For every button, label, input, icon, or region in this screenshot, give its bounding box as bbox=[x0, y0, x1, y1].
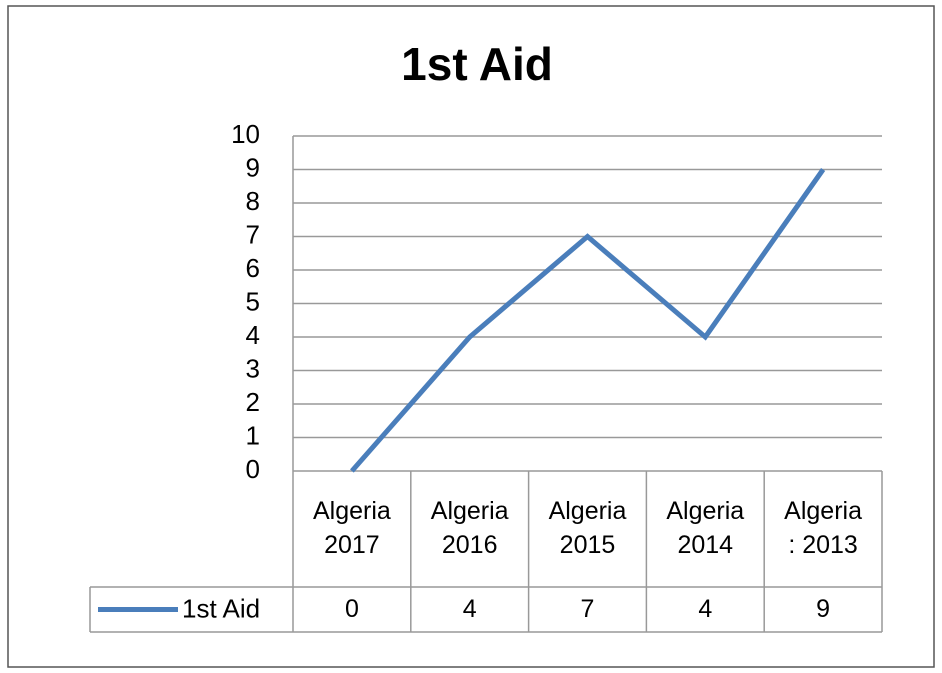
y-tick-label: 1 bbox=[246, 420, 260, 450]
x-tick-label: Algeria 2014 bbox=[646, 471, 764, 587]
chart-title: 1st Aid bbox=[401, 38, 553, 90]
table-value-text: 4 bbox=[698, 594, 713, 623]
y-tick-label: 8 bbox=[246, 186, 260, 216]
table-value-text: 7 bbox=[580, 594, 595, 623]
y-tick-label: 7 bbox=[246, 219, 260, 249]
x-tick-label-text: Algeria : 2013 bbox=[784, 497, 862, 559]
x-tick-label: Algeria : 2013 bbox=[764, 471, 882, 587]
y-tick-label: 10 bbox=[231, 119, 260, 149]
table-value: 0 bbox=[293, 587, 411, 632]
y-tick-label: 6 bbox=[246, 253, 260, 283]
y-tick-label: 3 bbox=[246, 353, 260, 383]
data-line bbox=[350, 168, 826, 473]
table-value: 9 bbox=[764, 587, 882, 632]
table-value: 4 bbox=[411, 587, 529, 632]
x-tick-label-text: Algeria 2017 bbox=[312, 497, 391, 559]
x-tick-label: Algeria 2017 bbox=[293, 471, 411, 587]
x-tick-label-text: Algeria 2016 bbox=[430, 497, 509, 559]
table-value: 4 bbox=[646, 587, 764, 632]
table-value: 7 bbox=[529, 587, 647, 632]
table-value-text: 9 bbox=[816, 594, 831, 623]
table-value-text: 4 bbox=[462, 594, 477, 623]
y-tick-label: 5 bbox=[246, 286, 260, 316]
y-tick-label: 0 bbox=[246, 454, 260, 484]
table-value-text: 0 bbox=[344, 594, 359, 623]
y-tick-label: 9 bbox=[246, 152, 260, 182]
y-tick-label: 4 bbox=[246, 320, 260, 350]
x-tick-label-text: Algeria 2014 bbox=[666, 497, 745, 559]
y-tick-label: 2 bbox=[246, 387, 260, 417]
x-tick-label: Algeria 2015 bbox=[529, 471, 647, 587]
legend-label: 1st Aid bbox=[182, 593, 260, 623]
x-tick-label-text: Algeria 2015 bbox=[548, 497, 627, 559]
x-tick-label: Algeria 2016 bbox=[411, 471, 529, 587]
